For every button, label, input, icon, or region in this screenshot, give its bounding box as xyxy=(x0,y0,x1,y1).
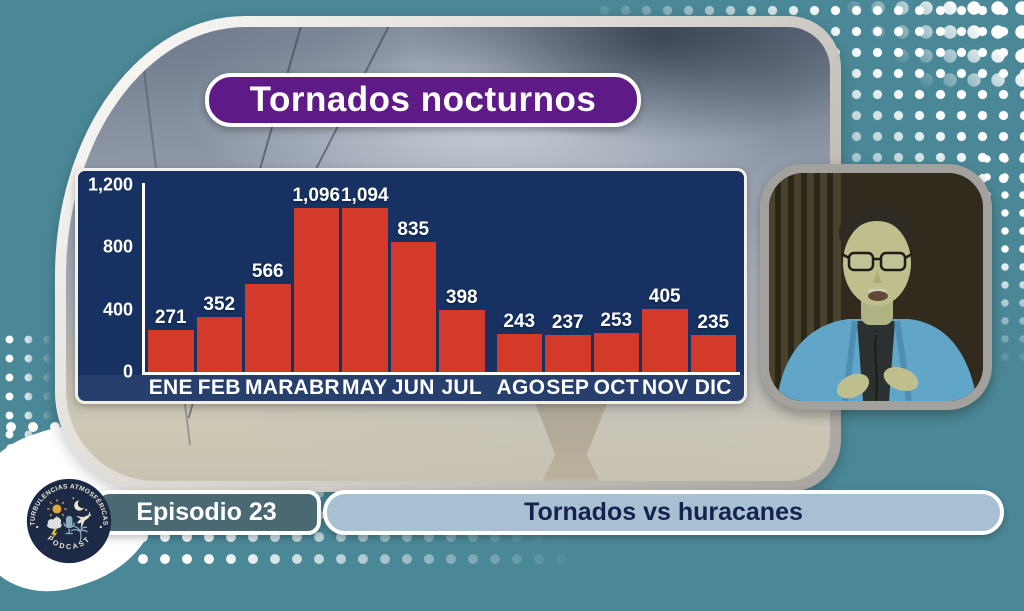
month-label-ago: AGO xyxy=(496,376,546,399)
bar-value-label: 271 xyxy=(154,307,187,328)
month-label-jun: JUN xyxy=(391,376,435,399)
month-label-mar: MAR xyxy=(245,376,294,399)
month-label-ene: ENE xyxy=(148,376,193,399)
bar-rect xyxy=(245,284,291,372)
bar-value-label: 835 xyxy=(397,219,430,240)
ytick-0: 0 xyxy=(122,361,133,382)
logo-moon-icon xyxy=(72,497,88,511)
chart-baseline xyxy=(142,372,740,375)
month-label-oct: OCT xyxy=(593,376,639,399)
podcast-logo: TURBULENCIAS ATMOSFÉRICAS PODCAST xyxy=(26,478,112,564)
logo-plane-icon xyxy=(75,511,92,530)
episode-title-text: Tornados vs huracanes xyxy=(524,498,803,526)
episode-badge-text: Episodio 23 xyxy=(136,498,277,526)
month-label-feb: FEB xyxy=(197,376,241,399)
halftone-dots-top-right-corner xyxy=(818,0,1024,96)
ytick-800: 800 xyxy=(102,236,133,257)
logo-palm-icon xyxy=(70,525,88,541)
bar-rect xyxy=(439,310,485,372)
bar-oct: 253 xyxy=(593,185,639,372)
bar-value-label: 243 xyxy=(503,311,536,332)
logo-storm-icon xyxy=(47,517,62,540)
title-banner: Tornados nocturnos xyxy=(205,73,641,127)
ytick-400: 400 xyxy=(102,299,133,320)
bar-rect xyxy=(390,242,436,372)
chart-yaxis-line xyxy=(142,183,145,372)
bar-rect xyxy=(593,333,639,372)
host-illustration xyxy=(769,173,983,401)
bar-value-label: 566 xyxy=(251,261,284,282)
ytick-1200: 1,200 xyxy=(87,174,133,195)
bar-value-label: 398 xyxy=(445,287,478,308)
bar-rect xyxy=(148,330,194,372)
month-label-may: MAY xyxy=(342,376,388,399)
bar-value-label: 352 xyxy=(203,294,236,315)
bar-value-label: 237 xyxy=(551,312,584,333)
chart-plot-area: 1,200 800 400 0 271 352 566 1,096 1,094 835 398 24… xyxy=(78,171,744,401)
chart-yaxis: 1,200 800 400 0 xyxy=(78,171,136,401)
bar-rect xyxy=(642,309,688,372)
bar-sep: 237 xyxy=(545,185,591,372)
bar-value-label: 405 xyxy=(648,286,681,307)
bar-rect xyxy=(196,317,242,372)
host-webcam-video xyxy=(760,164,992,410)
bar-value-label: 235 xyxy=(697,312,730,333)
bar-abr: 1,096 xyxy=(292,185,341,372)
bar-mar: 566 xyxy=(245,185,291,372)
month-label-jul: JUL xyxy=(441,376,483,399)
bar-jun: 835 xyxy=(390,185,436,372)
month-label-abr: ABR xyxy=(293,376,340,399)
main-card: Tornados nocturnos 1,200 800 400 0 271 352 56… xyxy=(55,16,841,492)
title-banner-text: Tornados nocturnos xyxy=(249,80,597,119)
episode-badge: Episodio 23 xyxy=(92,490,321,535)
bar-value-label: 1,094 xyxy=(340,185,389,206)
chart-bars: 271 352 566 1,096 1,094 835 398 243 237 253 405 235 xyxy=(148,185,736,372)
bar-value-label: 1,096 xyxy=(292,185,341,206)
bar-rect xyxy=(496,334,542,372)
month-label-sep: SEP xyxy=(546,376,590,399)
chart-months: ENE FEB MAR ABR MAY JUN JUL AGO SEP OCT NOV DIC xyxy=(148,375,736,401)
bar-jul: 398 xyxy=(439,185,485,372)
bar-ene: 271 xyxy=(148,185,194,372)
bar-may: 1,094 xyxy=(340,185,389,372)
logo-mic-icon xyxy=(63,515,76,535)
bar-rect xyxy=(293,208,339,372)
episode-title-pill: Tornados vs huracanes xyxy=(323,490,1004,535)
bar-rect xyxy=(690,335,736,372)
bar-nov: 405 xyxy=(642,185,688,372)
bar-rect xyxy=(342,208,388,372)
month-label-dic: DIC xyxy=(694,376,732,399)
chart-month-band xyxy=(78,375,744,401)
bar-feb: 352 xyxy=(196,185,242,372)
bar-rect xyxy=(545,335,591,372)
bar-value-label: 253 xyxy=(600,310,633,331)
month-label-nov: NOV xyxy=(642,376,689,399)
bar-chart: 1,200 800 400 0 271 352 566 1,096 1,094 835 398 24… xyxy=(75,168,747,404)
bar-ago: 243 xyxy=(496,185,542,372)
bar-dic: 235 xyxy=(690,185,736,372)
